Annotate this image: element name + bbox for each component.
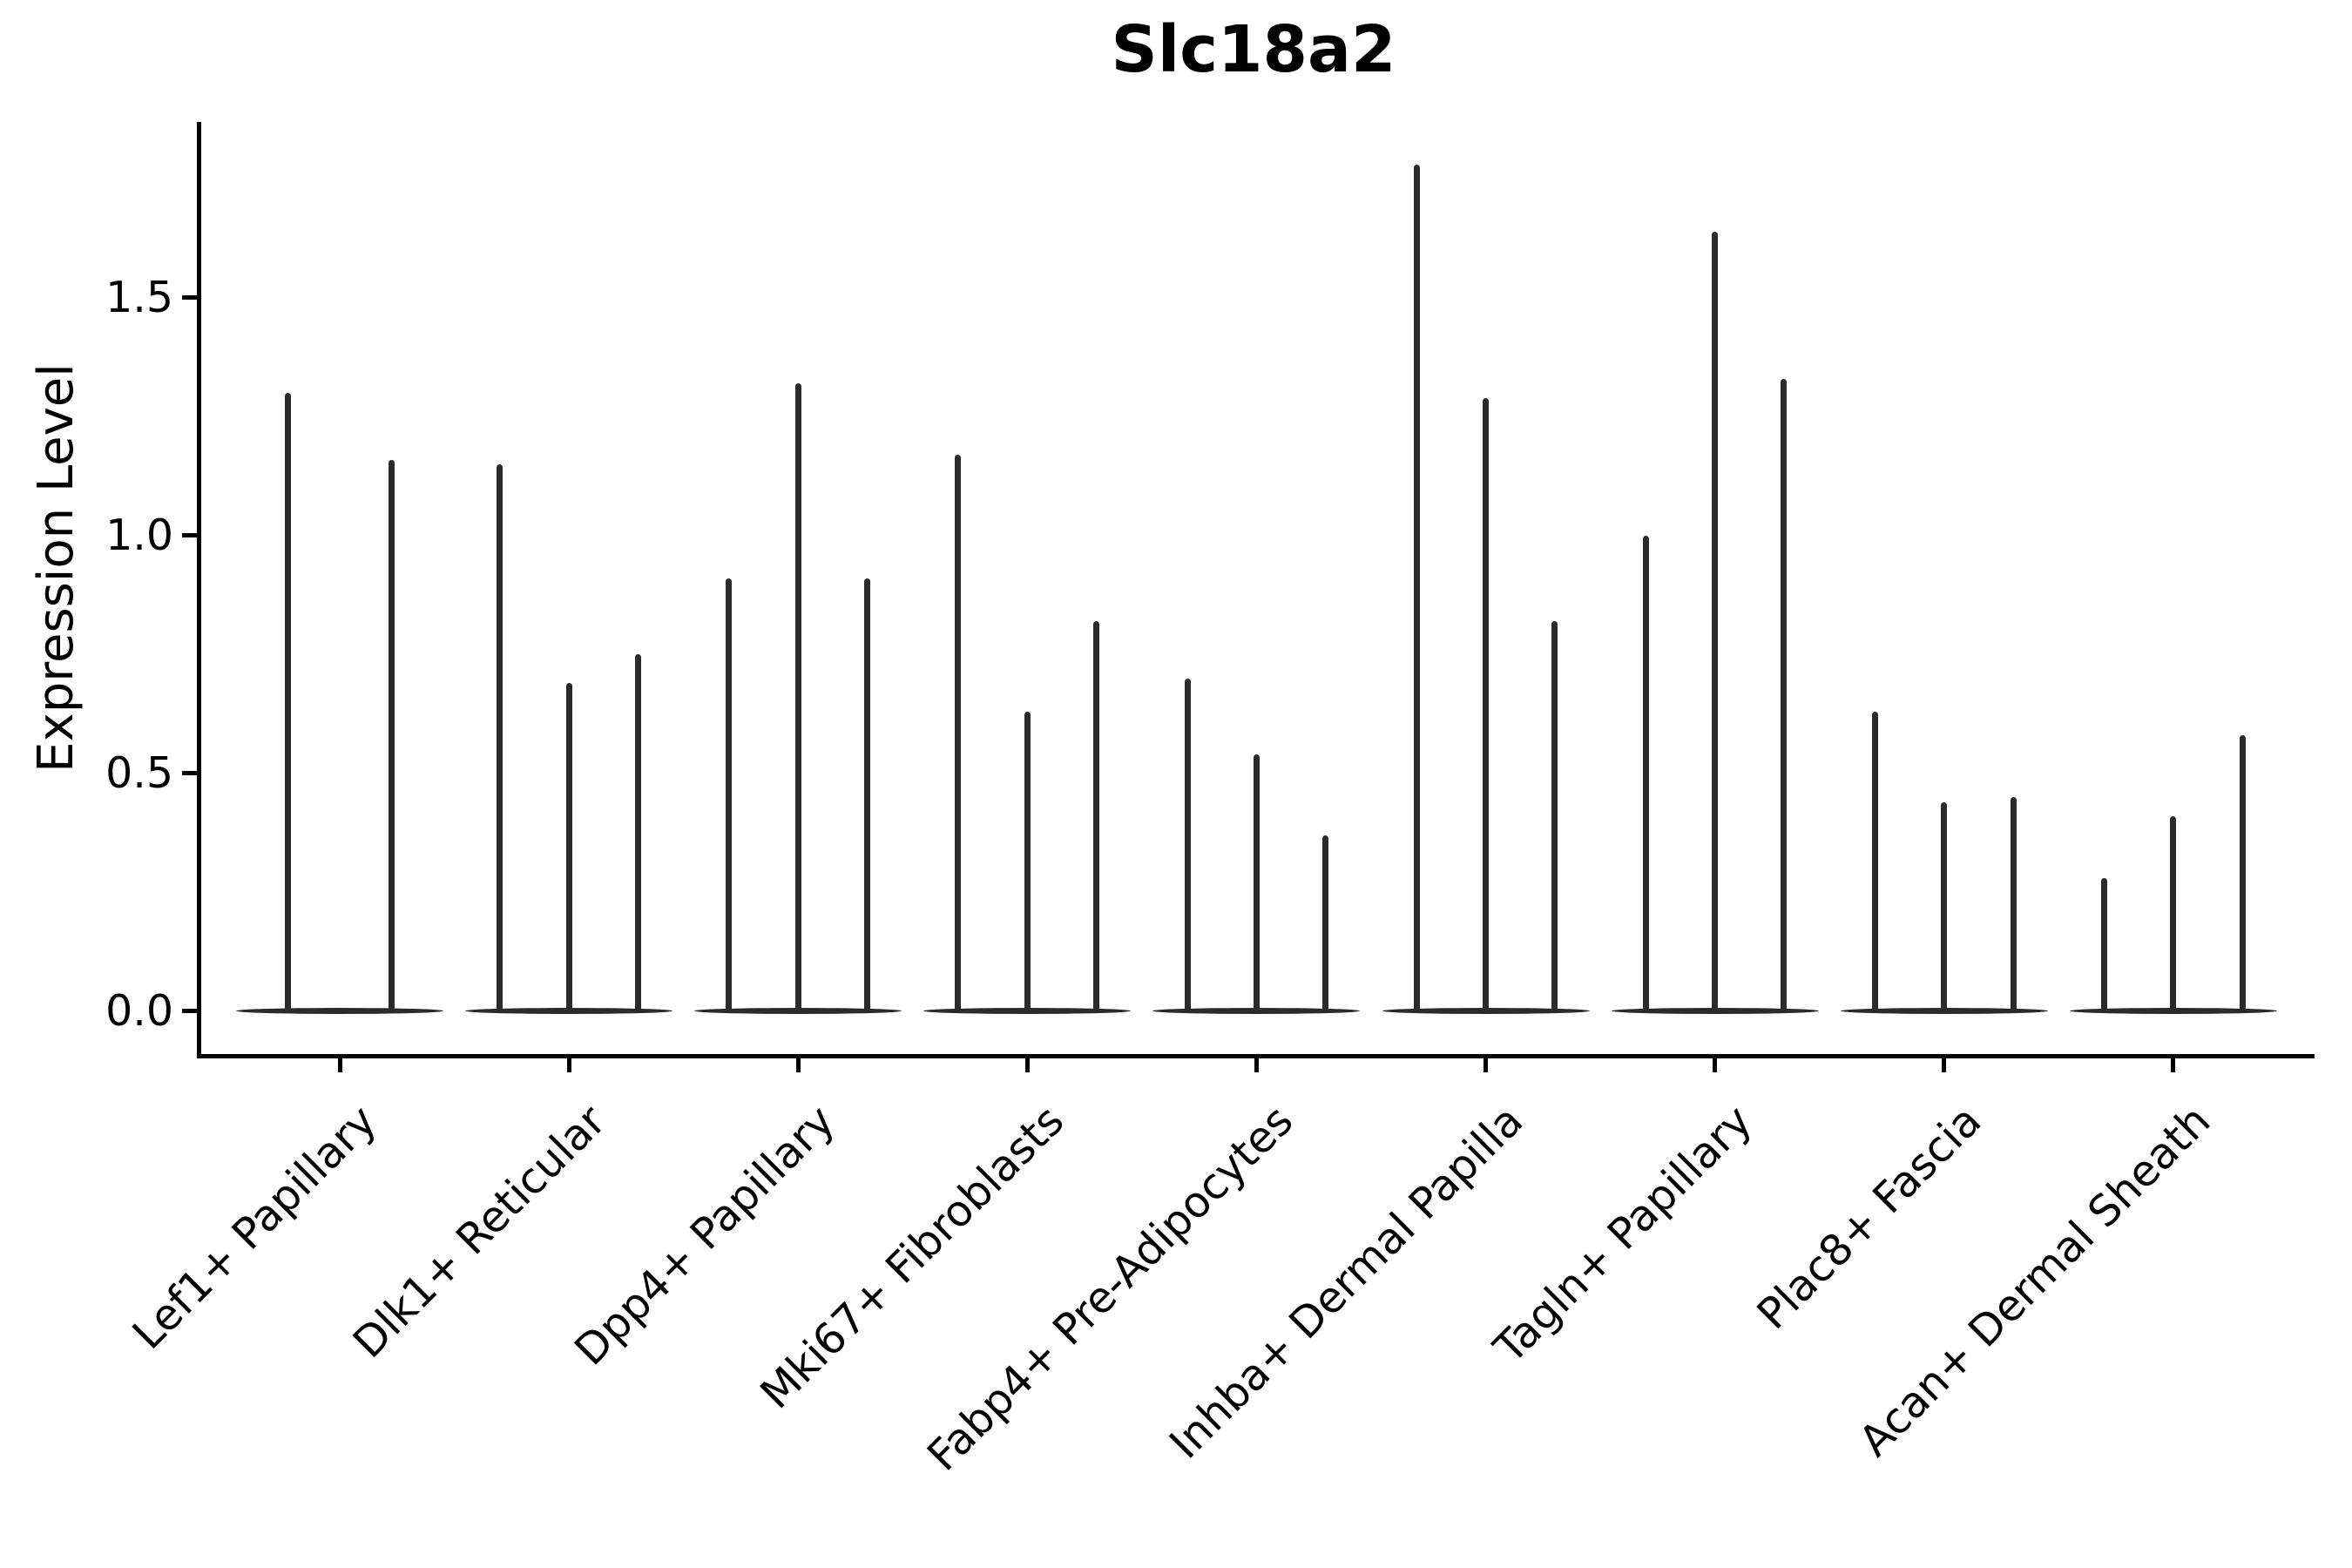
violin-spike: [1781, 378, 1788, 1011]
x-category-label: Dlk1+ Reticular: [343, 1096, 616, 1368]
violin-spike: [726, 578, 733, 1011]
violin-spike: [2010, 797, 2017, 1011]
x-category-label: Plac8+ Fascia: [1747, 1096, 1990, 1340]
x-category-label: Fabp4+ Pre-Adipocytes: [918, 1096, 1303, 1481]
violin-spike: [794, 383, 801, 1011]
violin-base: [1152, 1008, 1361, 1015]
x-tick-mark: [1484, 1058, 1488, 1072]
violin-spike: [955, 455, 962, 1011]
x-tick-mark: [795, 1058, 801, 1072]
violin-spike: [1413, 165, 1420, 1011]
violin-base: [236, 1008, 443, 1015]
violin-spike: [1483, 397, 1489, 1011]
violin-spike: [1871, 711, 1878, 1011]
violin-spike: [1941, 801, 1948, 1011]
violin-spike: [1024, 711, 1031, 1011]
y-tick-label: 1.0: [105, 510, 173, 560]
x-tick-mark: [566, 1058, 571, 1072]
violin-spike: [2100, 878, 2107, 1011]
violin-spike: [1093, 621, 1100, 1011]
violin-base: [923, 1008, 1132, 1015]
violin-base: [1382, 1008, 1590, 1015]
x-tick-mark: [2171, 1058, 2176, 1072]
chart-title: Slc18a2: [1111, 12, 1396, 87]
violin-spike: [634, 654, 641, 1011]
x-category-label: Tagln+ Papillary: [1484, 1096, 1761, 1374]
violin-spike: [1184, 678, 1191, 1011]
violin-spike: [1712, 231, 1719, 1011]
violin-base: [465, 1008, 673, 1015]
y-tick-label: 0.0: [105, 985, 173, 1036]
violin-spike: [565, 683, 572, 1011]
violin-spike: [1322, 835, 1329, 1011]
violin-spike: [285, 393, 291, 1011]
violin-spike: [1642, 535, 1649, 1011]
x-category-label: Dpp4+ Papillary: [564, 1096, 845, 1375]
x-tick-mark: [1024, 1058, 1030, 1072]
x-tick-mark: [1713, 1058, 1718, 1072]
y-tick-mark: [182, 295, 197, 301]
violin-spike: [864, 578, 871, 1011]
y-tick-mark: [182, 1009, 197, 1014]
violin-spike: [2239, 735, 2246, 1011]
x-tick-mark: [337, 1058, 342, 1072]
violin-spike: [2170, 816, 2177, 1011]
violin-base: [2069, 1008, 2277, 1015]
y-tick-mark: [182, 533, 197, 538]
violin-base: [1611, 1008, 1819, 1015]
plot-area: 0.0 0.5 1.0 1.5: [105, 122, 2315, 1072]
x-category-label: Mki67+ Fibroblasts: [751, 1096, 1074, 1419]
violin-spike: [389, 459, 395, 1011]
violin-spike: [497, 464, 504, 1011]
x-tick-mark: [1254, 1058, 1259, 1072]
x-category-label: Acan+ Dermal Sheath: [1849, 1096, 2220, 1466]
x-category-label: Inhba+ Dermal Papilla: [1159, 1096, 1532, 1469]
y-tick-mark: [182, 771, 197, 776]
violin-base: [1840, 1008, 2048, 1015]
violin-spike: [1551, 621, 1558, 1011]
violin-base: [694, 1008, 902, 1015]
y-tick-label: 1.5: [105, 272, 173, 322]
violin-spike: [1253, 754, 1260, 1011]
x-tick-mark: [1942, 1058, 1947, 1072]
y-tick-label: 0.5: [105, 747, 173, 798]
